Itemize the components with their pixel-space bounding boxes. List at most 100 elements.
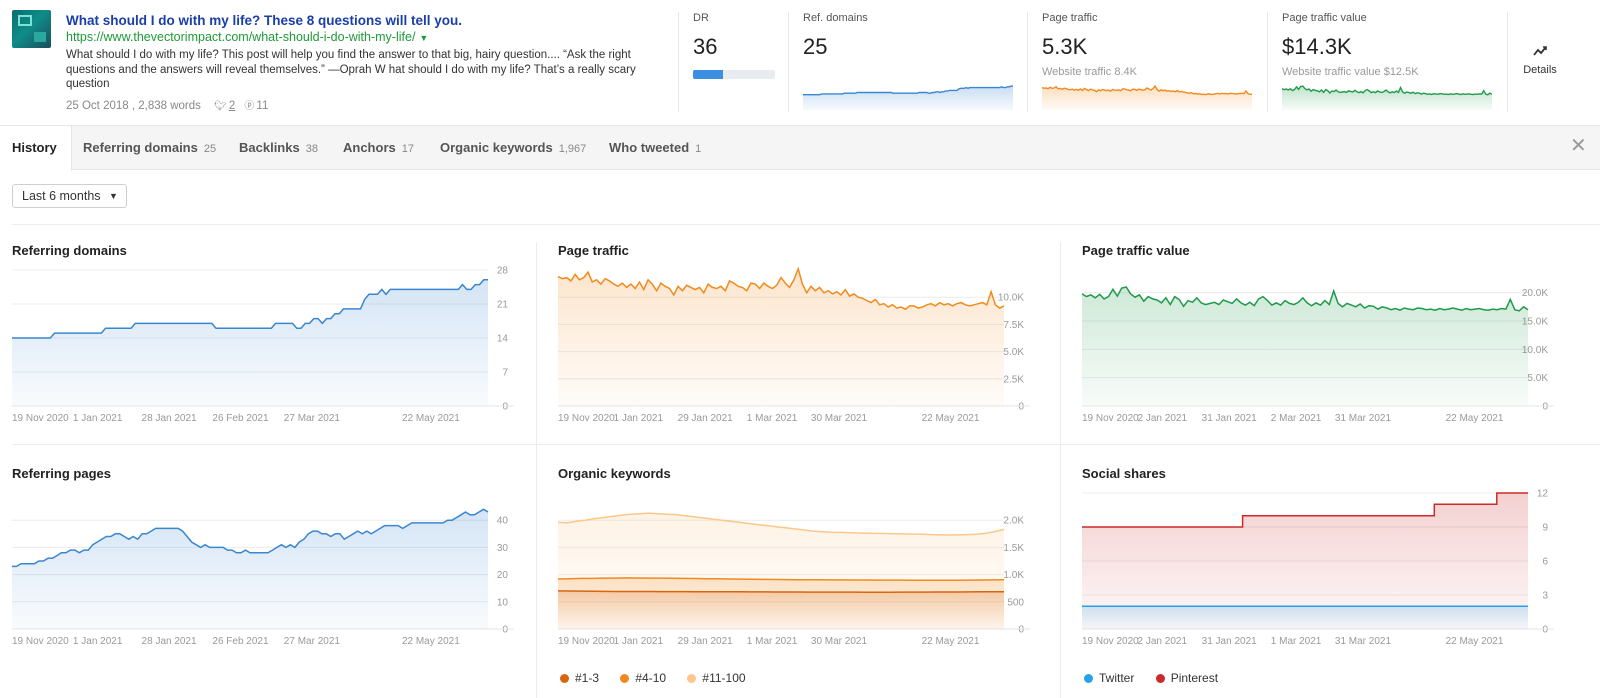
x-tick-label: 1 Jan 2021	[73, 413, 123, 424]
legend-item[interactable]: #11-100	[687, 671, 746, 685]
sparkline-line	[803, 85, 1013, 96]
y-tick-label: 0	[1542, 402, 1548, 413]
tab-backlinks[interactable]: Backlinks 38	[239, 126, 318, 170]
x-tick-label: 1 Mar 2021	[747, 413, 798, 424]
twitter-share-count[interactable]: 2	[228, 100, 236, 112]
ref-domains-stat: Ref. domains 25	[803, 12, 1013, 112]
url-dropdown-chevron-icon[interactable]: ▼	[419, 33, 429, 43]
tab-history[interactable]: History	[0, 126, 72, 171]
legend-item[interactable]: Twitter	[1084, 671, 1134, 685]
article-word-count: 2,838 words	[138, 100, 201, 112]
tab-label: Referring domains	[83, 140, 198, 155]
x-tick-label: 1 Jan 2021	[73, 636, 123, 647]
details-button[interactable]: Details	[1515, 44, 1565, 76]
y-tick-label: 14	[497, 334, 509, 345]
y-tick-label: 2.0K	[1003, 516, 1024, 527]
legend-item[interactable]: #4-10	[620, 671, 666, 685]
chart-title: Organic keywords	[558, 466, 671, 481]
x-tick-label: 19 Nov 2020	[1082, 413, 1139, 424]
y-tick-label: 1.5K	[1003, 543, 1024, 554]
series-area	[1082, 606, 1528, 629]
series-line	[12, 278, 488, 339]
x-tick-label: 27 Mar 2021	[284, 636, 341, 647]
y-tick-label: 3	[1542, 591, 1548, 602]
sparkline-line	[1042, 84, 1252, 96]
y-tick-label: 15.0K	[1522, 317, 1548, 328]
dr-progress-bar	[693, 70, 775, 79]
x-tick-label: 29 Jan 2021	[678, 413, 733, 424]
legend-item[interactable]: #1-3	[560, 671, 599, 685]
series-line	[557, 577, 1005, 582]
y-tick-label: 21	[497, 300, 509, 311]
x-tick-label: 2 Mar 2021	[1271, 413, 1322, 424]
y-tick-label: 1.0K	[1003, 570, 1024, 581]
y-tick-label: 10.0K	[998, 293, 1024, 304]
date-range-value: Last 6 months	[22, 189, 101, 203]
tab-organic-keywords[interactable]: Organic keywords 1,967	[440, 126, 586, 170]
y-tick-label: 10	[497, 597, 509, 608]
x-tick-label: 26 Feb 2021	[212, 636, 269, 647]
legend-item[interactable]: Pinterest	[1155, 671, 1218, 685]
series-area	[12, 509, 488, 629]
date-range-select[interactable]: Last 6 months ▼	[12, 184, 127, 208]
chart-title: Page traffic value	[1082, 243, 1190, 258]
article-date: 25 Oct 2018	[66, 100, 129, 112]
article-meta: 25 Oct 2018 , 2,838 words 🐦︎ 2 ⓟ 11	[66, 97, 268, 112]
tab-count: 1,967	[558, 143, 587, 155]
grid-divider	[12, 444, 1600, 445]
close-icon[interactable]: ✕	[1570, 135, 1587, 157]
pinterest-share-count: 11	[256, 100, 269, 112]
chart-title: Referring pages	[12, 466, 111, 481]
organic-keywords-legend: #1-3 #4-10 #11-100	[560, 671, 764, 685]
trend-chart-icon	[1515, 44, 1565, 62]
tab-referring-domains[interactable]: Referring domains 25	[83, 126, 216, 170]
sparkline-line	[1282, 85, 1492, 96]
page-traffic-stat: Page traffic 5.3K Website traffic 8.4K	[1042, 12, 1252, 112]
tab-anchors[interactable]: Anchors 17	[343, 126, 414, 170]
article-header: What should I do with my life? These 8 q…	[0, 0, 1600, 126]
article-url-text[interactable]: https://www.thevectorimpact.com/what-sho…	[66, 30, 416, 44]
series-area	[558, 590, 1004, 629]
website-traffic-sub: Website traffic 8.4K	[1042, 66, 1137, 78]
x-tick-label: 31 Jan 2021	[1202, 413, 1257, 424]
referring-domains-plot[interactable]: 28 21 14 7 0 19 Nov 2020 1 Jan 2021 28 Jan 2021…	[12, 261, 532, 451]
stat-divider	[1507, 12, 1508, 112]
chart-title: Social shares	[1082, 466, 1166, 481]
referring-pages-plot[interactable]: 40 30 20 10 0 19 Nov 2020 1 Jan 2021 28 Jan 202…	[12, 484, 532, 674]
tab-count: 25	[203, 143, 217, 155]
legend-label: #1-3	[575, 671, 600, 685]
ref-domains-value[interactable]: 25	[803, 34, 828, 59]
tab-count: 1	[695, 143, 702, 155]
stat-divider	[678, 12, 679, 112]
y-tick-label: 0	[1018, 625, 1024, 636]
meta-separator: ,	[131, 100, 139, 112]
series-line	[1081, 286, 1529, 312]
sparkline-area	[803, 86, 1013, 110]
legend-swatch	[560, 674, 569, 683]
x-tick-label: 28 Jan 2021	[142, 636, 197, 647]
article-title-link[interactable]: What should I do with my life? These 8 q…	[66, 13, 463, 28]
x-tick-label: 22 May 2021	[1446, 413, 1504, 424]
dr-stat: DR 36	[693, 12, 783, 112]
dr-progress-fill	[693, 70, 723, 79]
social-shares-chart: Social shares 12 9 6 3 0 19 Nov 2020 2 Jan 202…	[1082, 466, 1600, 686]
y-tick-label: 0	[1018, 402, 1024, 413]
article-url[interactable]: https://www.thevectorimpact.com/what-sho…	[66, 30, 428, 44]
dr-label: DR	[693, 12, 709, 24]
x-tick-label: 2 Jan 2021	[1138, 636, 1188, 647]
sparkline-area	[1042, 86, 1252, 110]
x-tick-label: 30 Mar 2021	[811, 636, 868, 647]
tab-who-tweeted[interactable]: Who tweeted 1	[609, 126, 701, 170]
x-tick-label: 1 Jan 2021	[614, 636, 664, 647]
page-traffic-value-amount: $14.3K	[1282, 34, 1352, 59]
grid-divider	[536, 242, 537, 698]
ref-domains-label: Ref. domains	[803, 12, 868, 24]
page-traffic-value-sparkline	[1282, 85, 1492, 110]
page-traffic-value: 5.3K	[1042, 34, 1088, 59]
article-thumbnail[interactable]	[12, 10, 51, 48]
y-tick-label: 20.0K	[1522, 288, 1548, 299]
